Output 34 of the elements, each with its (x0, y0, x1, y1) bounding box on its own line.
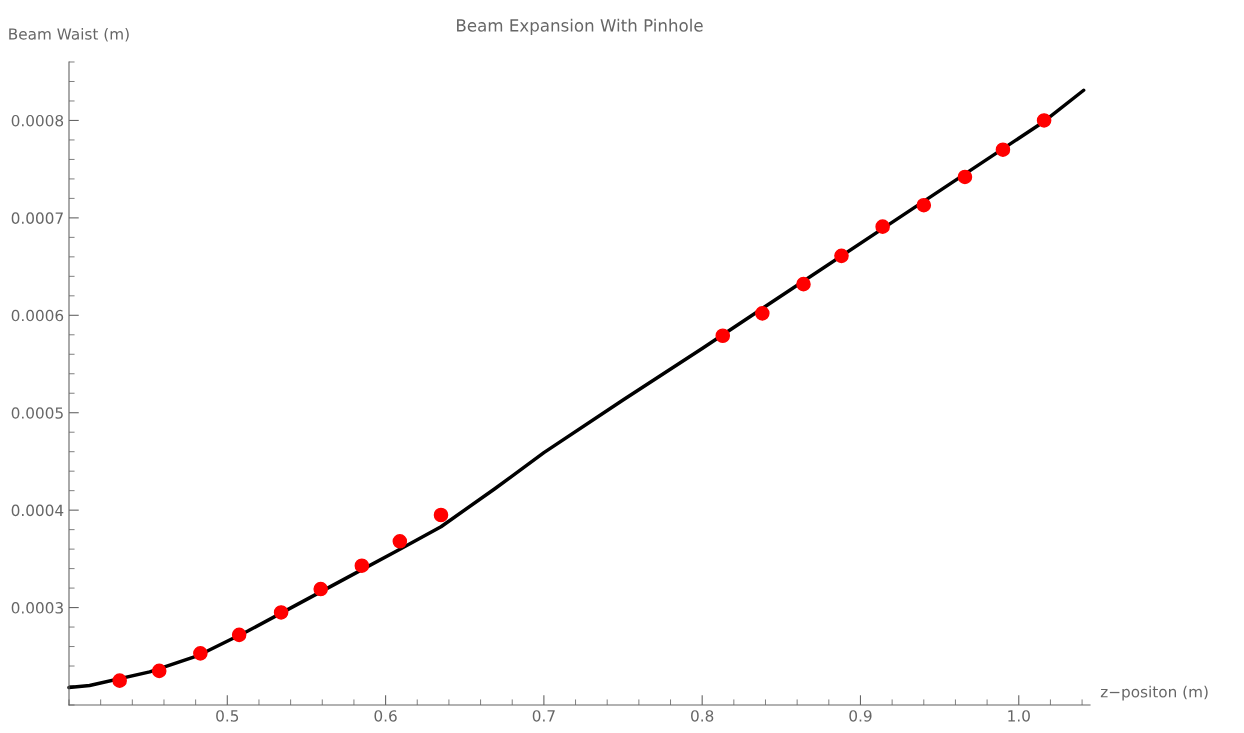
x-tick-label: 0.6 (374, 710, 397, 722)
point (1036, 113, 1052, 128)
point (755, 306, 770, 321)
y-tick-label: 0.0004 (11, 504, 64, 517)
point (796, 276, 811, 292)
line-series (67, 88, 1086, 690)
x-tick-label: 1.0 (1008, 710, 1030, 722)
point (273, 605, 289, 620)
point (995, 142, 1011, 157)
x-axis-title: z−positon (m) (1100, 685, 1208, 701)
x-tick-label: 0.8 (691, 710, 714, 722)
point (433, 507, 449, 523)
point (916, 197, 932, 213)
point (354, 558, 370, 573)
x-tick-label: 0.9 (849, 710, 872, 722)
point (193, 646, 208, 661)
x-tick-label: 0.7 (532, 710, 555, 722)
point (715, 328, 731, 344)
chart-title: Beam Expansion With Pinhole (457, 18, 703, 35)
x-tick-label: 0.5 (216, 710, 239, 722)
y-tick-label: 0.0005 (11, 407, 63, 419)
point (112, 673, 127, 688)
point (313, 581, 328, 597)
y-tick-label: 0.0006 (11, 309, 64, 322)
point (957, 169, 973, 185)
point (231, 627, 247, 643)
point (151, 663, 167, 679)
y-tick-label: 0.0007 (11, 212, 63, 224)
point (875, 219, 890, 234)
y-tick-label: 0.0008 (11, 114, 64, 127)
point (834, 248, 849, 264)
y-tick-label: 0.0003 (11, 602, 63, 614)
y-axis-title: Beam Waist (m) (9, 27, 129, 42)
point (392, 534, 408, 549)
